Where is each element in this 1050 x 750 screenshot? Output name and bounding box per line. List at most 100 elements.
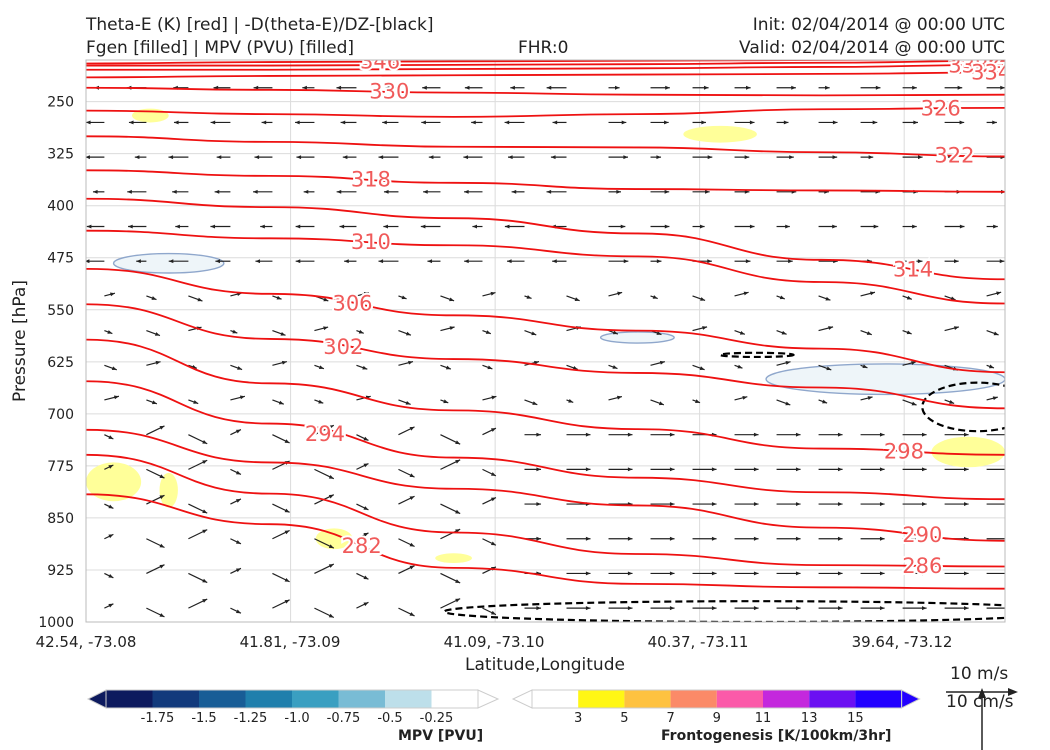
fgen-colorbar-tick: 11 [755, 711, 772, 726]
wind-arrow-head [658, 401, 664, 406]
wind-arrow-head [363, 292, 369, 296]
wind-arrow-head [214, 189, 220, 194]
wind-arrow-head [585, 432, 591, 437]
y-tick-label: 700 [47, 407, 74, 423]
wind-arrow-head [993, 224, 998, 229]
wind-arrow-head [113, 395, 119, 400]
wind-arrow-head [202, 440, 208, 444]
wind-arrow-head [216, 155, 222, 160]
wind-arrow-head [552, 259, 557, 264]
wind-arrow-head [378, 155, 384, 160]
wind-arrow-head [197, 297, 203, 302]
wind-arrow-head [455, 598, 461, 603]
wind-arrow-head [363, 602, 369, 607]
wind-arrow-head [278, 400, 284, 405]
chart-title-line2: Fgen [filled] | MPV (PVU) [filled] [86, 38, 355, 58]
wind-arrow-head [585, 467, 591, 472]
theta-e-contour-342 [86, 60, 1005, 67]
theta-e-contour-318 [86, 169, 1005, 193]
theta-e-contour-294 [86, 380, 1005, 501]
wind-arrow-head [159, 543, 165, 548]
wind-arrow-head [612, 330, 618, 335]
theta-e-label-314: 314 [893, 258, 933, 282]
wind-arrow-head [302, 85, 307, 90]
wind-arrow-head [585, 571, 591, 576]
theta-e-label-306: 306 [332, 291, 372, 315]
wind-arrow-head [779, 295, 785, 300]
wind-arrow-head [159, 425, 165, 430]
mpv-colorbar-frame [105, 689, 479, 709]
wind-arrow-head [328, 544, 334, 549]
wind-arrow-head [202, 529, 208, 534]
x-tick-label: 40.37, -73.11 [648, 633, 749, 651]
wind-arrow-head [832, 120, 838, 125]
wind-arrow-head [284, 439, 290, 443]
wind-arrow-head [954, 259, 959, 264]
wind-arrow-head [463, 155, 469, 160]
wind-arrow-head [822, 399, 828, 404]
wind-arrow-head [552, 120, 558, 125]
theta-e-label-282: 282 [342, 534, 382, 558]
wind-arrow-head [1006, 571, 1011, 575]
theta-e-label-310: 310 [351, 230, 391, 254]
wind-arrow-head [707, 155, 713, 160]
wind-arrow-head [253, 85, 259, 90]
wind-arrow-head [921, 467, 927, 472]
wind-reference-label-top: 10 m/s [950, 664, 1009, 684]
wind-arrow-head [235, 498, 241, 503]
wind-arrow-head [215, 259, 221, 264]
wind-arrow-head [363, 532, 369, 537]
mpv-colorbar-cell [338, 690, 385, 708]
theta-e-contour-298 [86, 338, 1005, 456]
y-tick-label: 1000 [38, 615, 74, 631]
wind-arrow-head [464, 189, 469, 194]
wind-arrow-head [862, 364, 868, 369]
y-tick-label: 550 [47, 303, 74, 319]
wind-arrow-head [296, 155, 302, 160]
wind-arrow-head [490, 428, 496, 432]
wind-arrow-head [742, 395, 748, 400]
mpv-colorbar-tick: -0.5 [377, 711, 402, 726]
wind-arrow-head [837, 432, 843, 437]
wind-arrow-head [342, 155, 348, 160]
wind-arrow-head [707, 259, 712, 264]
mpv-colorbar-tick: -1.5 [191, 711, 216, 726]
wind-reference-label-bottom: 10 cm/s [946, 692, 1014, 712]
wind-arrow-head [912, 85, 917, 90]
wind-arrow-head [235, 540, 241, 544]
wind-arrow-head [656, 331, 662, 335]
fgen-region [931, 436, 1005, 468]
wind-arrow-head [1006, 433, 1011, 437]
wind-arrow-head [235, 429, 241, 434]
wind-arrow-head [627, 536, 633, 541]
wind-arrow-head [749, 224, 755, 229]
wind-arrow-head [701, 120, 706, 125]
wind-arrow-head [711, 571, 717, 576]
wind-arrow-head [781, 330, 787, 335]
wind-arrow-head [832, 155, 838, 160]
wind-arrow-head [295, 120, 300, 125]
wind-arrow-head [1006, 606, 1011, 610]
wind-arrow-head [953, 326, 959, 330]
init-time: Init: 02/04/2014 @ 00:00 UTC [752, 15, 1005, 35]
wind-arrow-head [568, 399, 574, 403]
wind-arrow-head [669, 432, 675, 437]
wind-arrow-head [837, 536, 843, 541]
wind-arrow-head [1006, 537, 1011, 541]
theta-e-contour-306 [86, 267, 1005, 374]
dthetae-dz-contour [921, 381, 1005, 433]
wind-arrow-head [323, 326, 329, 331]
wind-arrow-head [159, 495, 165, 500]
wind-arrow-head [753, 467, 759, 472]
wind-arrow-head [328, 564, 334, 568]
wind-arrow-head [202, 578, 208, 583]
wind-arrow-head [128, 120, 134, 125]
wind-arrow-head [490, 291, 496, 296]
wind-arrow-head [964, 432, 969, 437]
wind-arrow-head [276, 295, 282, 300]
fgen-colorbar-frame [531, 689, 903, 709]
theta-e-contour-282 [86, 493, 1005, 590]
wind-arrow-head [917, 155, 923, 160]
wind-arrow-head [574, 297, 580, 301]
mpv-region [599, 331, 675, 344]
